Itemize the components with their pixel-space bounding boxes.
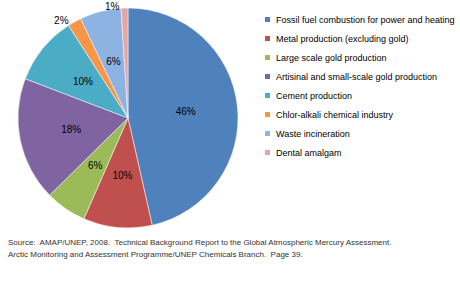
svg-text:Dental amalgam: Dental amalgam <box>276 148 342 158</box>
svg-text:Chlor-alkali chemical industry: Chlor-alkali chemical industry <box>276 110 394 120</box>
svg-text:Artisinal and small-scale gold: Artisinal and small-scale gold productio… <box>276 72 437 82</box>
svg-text:6%: 6% <box>88 160 103 171</box>
svg-text:46%: 46% <box>176 106 196 117</box>
svg-text:1%: 1% <box>105 1 120 12</box>
svg-text:Cement production: Cement production <box>276 91 352 101</box>
svg-text:Arctic Monitoring and Assessme: Arctic Monitoring and Assessment Program… <box>8 250 303 259</box>
svg-text:2%: 2% <box>54 15 69 26</box>
svg-text:10%: 10% <box>112 170 132 181</box>
svg-text:Metal production (excluding go: Metal production (excluding gold) <box>276 34 409 44</box>
svg-text:6%: 6% <box>106 56 121 67</box>
svg-text:Source: AMAP/UNEP, 2008. Tec: Source: AMAP/UNEP, 2008. Technical Backg… <box>8 238 391 247</box>
svg-text:Large scale gold production: Large scale gold production <box>276 53 387 63</box>
svg-text:10%: 10% <box>73 76 93 87</box>
svg-text:18%: 18% <box>61 124 81 135</box>
svg-text:Waste incineration: Waste incineration <box>276 129 350 139</box>
svg-text:Fossil fuel combustion for pow: Fossil fuel combustion for power and hea… <box>276 15 455 25</box>
